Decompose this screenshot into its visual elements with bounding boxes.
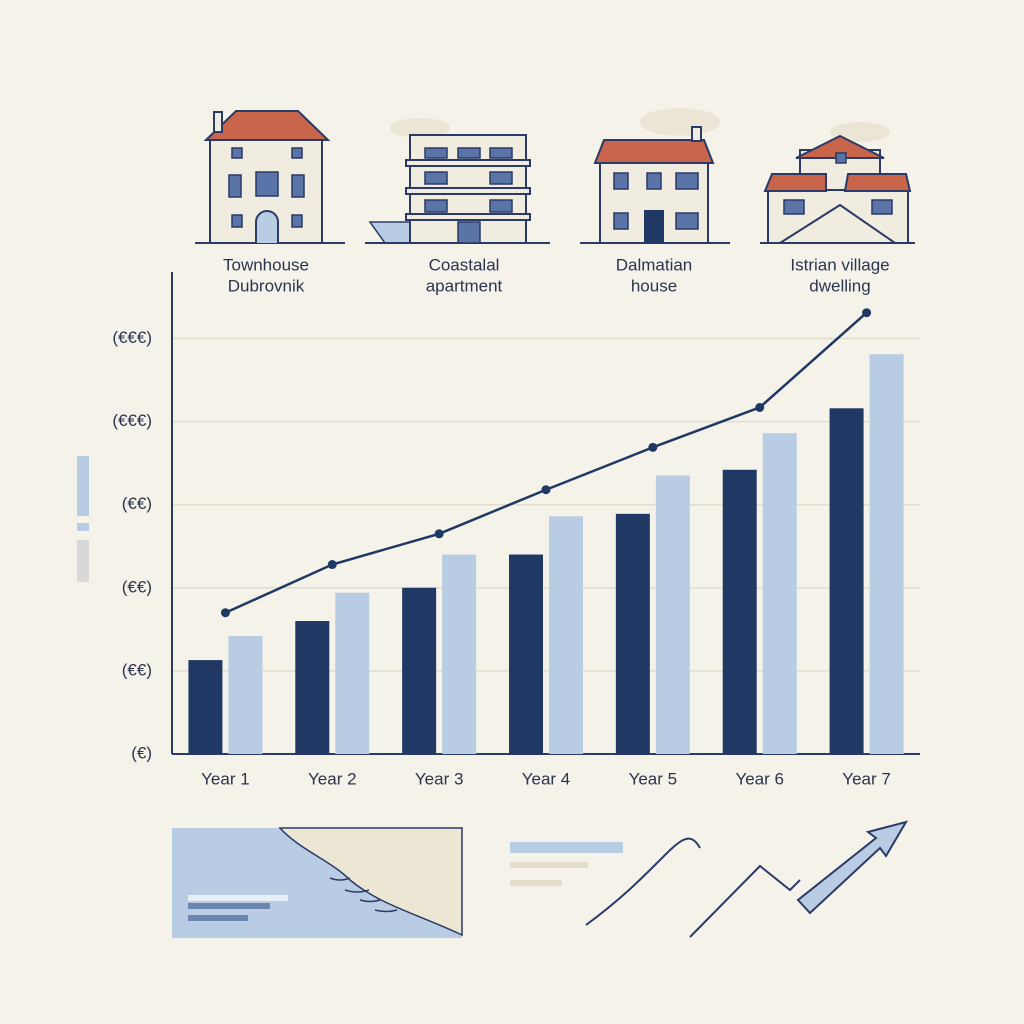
bar: [722, 469, 757, 754]
x-tick-label: Year 2: [308, 769, 357, 788]
property-label: Coastalal: [429, 255, 500, 274]
decor: [77, 540, 89, 582]
trend-point: [862, 308, 872, 318]
property-label: Dubrovnik: [228, 276, 305, 295]
x-tick-label: Year 1: [201, 769, 250, 788]
bar: [549, 516, 583, 754]
y-tick-label: (€€): [122, 577, 152, 596]
house-illustrations: [195, 108, 915, 244]
x-tick-label: Year 5: [629, 769, 678, 788]
trend-point: [434, 529, 444, 539]
grid: [172, 337, 920, 755]
x-tick-label: Year 6: [735, 769, 784, 788]
property-label: house: [631, 276, 677, 295]
bar: [829, 408, 864, 754]
bar: [615, 513, 650, 754]
decor: [77, 456, 89, 516]
y-tick-label: (€€): [122, 494, 152, 513]
decor: [77, 523, 89, 531]
trend-point: [220, 608, 230, 618]
x-tick-label: Year 3: [415, 769, 464, 788]
bar: [188, 660, 223, 754]
x-tick-label: Year 7: [842, 769, 891, 788]
bar: [655, 475, 690, 754]
x-tick-label: Year 4: [522, 769, 571, 788]
y-tick-label: (€€€): [112, 328, 152, 347]
bar: [335, 592, 370, 754]
trend-point: [541, 485, 551, 495]
bar: [402, 587, 437, 754]
bottom-decor: [172, 820, 909, 938]
property-label: Dalmatian: [616, 255, 693, 274]
trend-point: [327, 560, 337, 570]
trend-point: [755, 402, 765, 412]
y-tick-label: (€€): [122, 660, 152, 679]
y-tick-label: (€): [131, 743, 152, 762]
trend-point: [648, 442, 658, 452]
bar: [295, 621, 330, 754]
property-label: apartment: [426, 276, 503, 295]
bar: [228, 635, 263, 754]
property-label: dwelling: [809, 276, 870, 295]
bar: [509, 554, 543, 754]
property-label: Townhouse: [223, 255, 309, 274]
property-label: Istrian village: [790, 255, 889, 274]
bar: [442, 554, 477, 754]
y-tick-label: (€€€): [112, 411, 152, 430]
bar: [762, 433, 797, 754]
bar: [869, 354, 904, 754]
